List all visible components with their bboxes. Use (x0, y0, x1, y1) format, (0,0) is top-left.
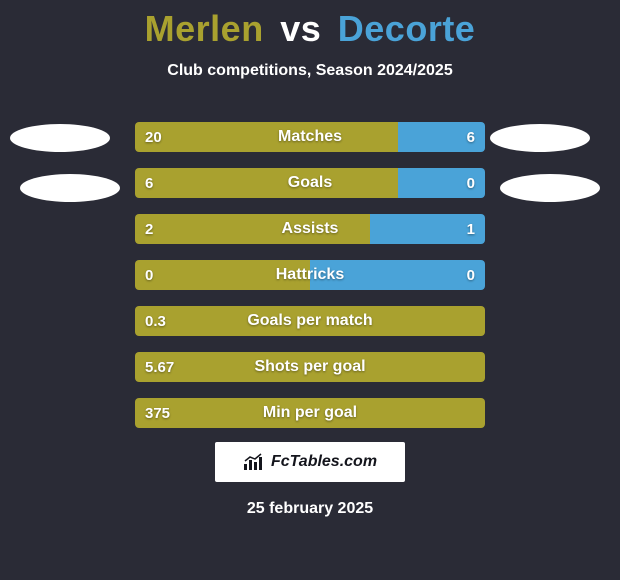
stat-bar-left (135, 214, 370, 244)
date-line: 25 february 2025 (0, 500, 620, 518)
stat-row: 375Min per goal (135, 398, 485, 428)
player1-name: Merlen (145, 8, 264, 49)
chart-icon (243, 453, 265, 471)
stat-bar-left (135, 260, 310, 290)
watermark: FcTables.com (215, 442, 405, 482)
stat-bars: 206Matches 60Goals 21Assists 00Hattricks 0.3… (135, 122, 485, 444)
stat-row: 5.67Shots per goal (135, 352, 485, 382)
comparison-title: Merlen vs Decorte (0, 0, 620, 50)
subtitle: Club competitions, Season 2024/2025 (0, 62, 620, 80)
stat-bar-left (135, 122, 398, 152)
player-badge-ellipse (10, 124, 110, 152)
vs-text: vs (280, 8, 321, 49)
player-badge-ellipse (500, 174, 600, 202)
stat-bar-right (310, 260, 485, 290)
stat-row: 206Matches (135, 122, 485, 152)
stat-bar-left (135, 306, 485, 336)
player-badge-ellipse (20, 174, 120, 202)
stat-bar-right (370, 214, 486, 244)
stat-bar-right (398, 168, 486, 198)
stat-row: 00Hattricks (135, 260, 485, 290)
stat-bar-left (135, 168, 398, 198)
stat-row: 60Goals (135, 168, 485, 198)
stat-row: 0.3Goals per match (135, 306, 485, 336)
player2-name: Decorte (338, 8, 476, 49)
stat-row: 21Assists (135, 214, 485, 244)
stat-bar-left (135, 352, 485, 382)
stat-bar-left (135, 398, 485, 428)
watermark-text: FcTables.com (271, 453, 377, 471)
stat-bar-right (398, 122, 486, 152)
player-badge-ellipse (490, 124, 590, 152)
